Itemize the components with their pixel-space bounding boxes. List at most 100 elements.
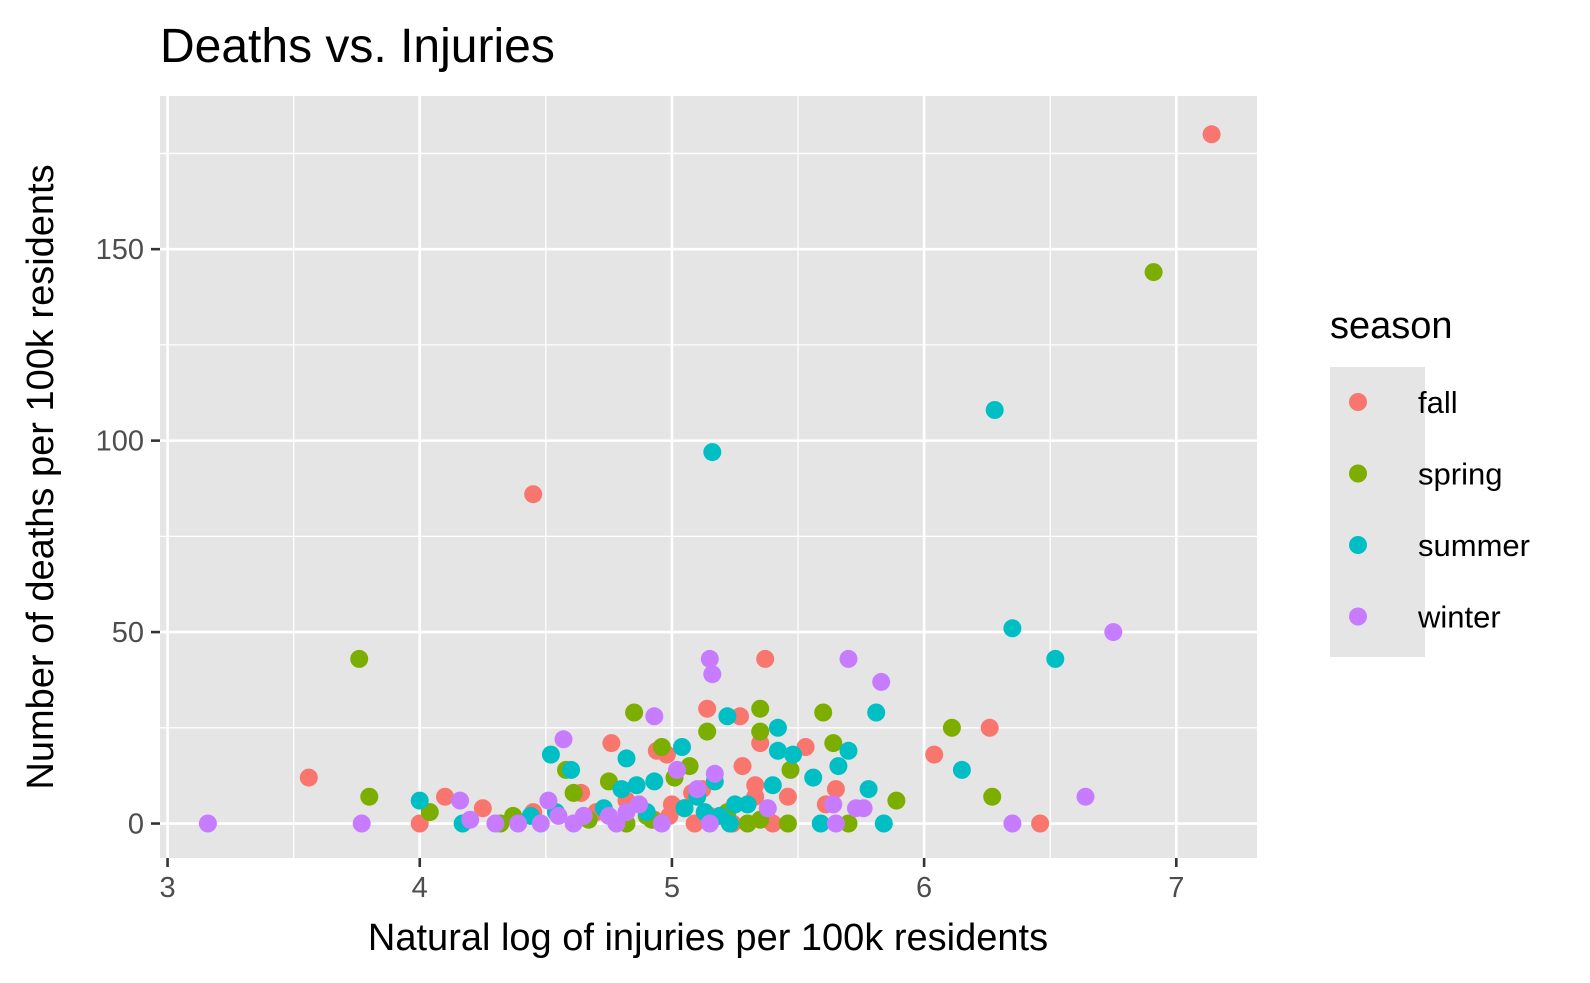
data-point-spring: [983, 787, 1002, 806]
data-point-fall: [1031, 814, 1050, 833]
data-point-spring: [778, 814, 797, 833]
data-point-winter: [539, 791, 558, 810]
data-point-summer: [1046, 649, 1065, 668]
data-point-summer: [1003, 619, 1022, 638]
data-point-fall: [756, 649, 775, 668]
data-point-winter: [1104, 623, 1123, 642]
data-point-winter: [509, 814, 528, 833]
y-tick-label: 0: [128, 809, 144, 841]
data-point-summer: [952, 760, 971, 779]
data-point-fall: [733, 757, 752, 776]
legend: season fall spring summer winter: [1330, 305, 1530, 657]
data-point-summer: [768, 741, 787, 760]
data-point-winter: [645, 707, 664, 726]
data-point-winter: [758, 799, 777, 818]
data-point-summer: [763, 776, 782, 795]
y-tick-label: 100: [96, 426, 144, 458]
data-point-fall: [778, 787, 797, 806]
data-point-spring: [887, 791, 906, 810]
data-point-fall: [602, 734, 621, 753]
data-point-summer: [768, 718, 787, 737]
data-point-spring: [564, 783, 583, 802]
data-point-spring: [1144, 263, 1163, 282]
data-point-summer: [726, 795, 744, 814]
data-point-winter: [703, 665, 722, 684]
legend-key-fall: [1349, 393, 1367, 411]
data-point-winter: [564, 814, 583, 833]
data-point-winter: [352, 814, 371, 833]
data-point-winter: [1076, 787, 1095, 806]
legend-key-background: [1330, 367, 1425, 657]
data-point-winter: [700, 814, 719, 833]
data-point-summer: [541, 745, 560, 764]
data-point-spring: [751, 699, 770, 718]
legend-key-winter: [1349, 607, 1367, 626]
legend-label-winter: winter: [1417, 600, 1501, 635]
data-point-summer: [874, 814, 893, 833]
data-point-summer: [627, 776, 646, 795]
data-point-spring: [738, 814, 757, 833]
data-point-fall: [925, 745, 944, 764]
data-point-winter: [554, 730, 573, 749]
legend-label-summer: summer: [1418, 528, 1530, 563]
data-point-summer: [738, 795, 757, 814]
legend-label-spring: spring: [1418, 457, 1502, 492]
data-point-fall: [436, 787, 454, 806]
data-point-summer: [867, 703, 886, 722]
data-point-summer: [718, 707, 737, 726]
plot-panel: [160, 96, 1257, 858]
x-axis-title: Natural log of injuries per 100k residen…: [368, 917, 1048, 959]
data-point-summer: [562, 760, 581, 779]
legend-title: season: [1330, 305, 1453, 347]
data-point-spring: [652, 738, 671, 756]
data-point-fall: [299, 768, 318, 787]
data-point-fall: [698, 699, 717, 718]
y-tick-label: 150: [96, 234, 144, 266]
legend-label-fall: fall: [1418, 385, 1458, 420]
x-tick-label: 3: [159, 872, 175, 904]
data-point-spring: [839, 814, 858, 833]
data-point-winter: [668, 760, 686, 779]
x-tick-label: 4: [412, 872, 428, 904]
data-point-summer: [804, 768, 823, 787]
data-point-winter: [824, 795, 843, 814]
data-point-fall: [473, 799, 492, 818]
legend-key-summer: [1349, 536, 1367, 554]
data-point-fall: [731, 707, 749, 726]
data-point-winter: [486, 814, 505, 833]
data-point-fall: [1202, 125, 1221, 144]
data-point-winter: [826, 814, 845, 833]
legend-key-spring: [1349, 464, 1367, 483]
data-point-winter: [839, 649, 858, 668]
data-point-fall: [826, 780, 845, 799]
data-point-winter: [652, 814, 671, 833]
data-point-summer: [703, 443, 722, 462]
data-point-spring: [824, 734, 843, 753]
y-axis-title: Number of deaths per 100k residents: [20, 164, 62, 789]
data-point-spring: [942, 718, 961, 737]
x-tick-label: 6: [916, 872, 932, 904]
data-point-summer: [410, 791, 429, 810]
data-point-winter: [630, 795, 649, 814]
data-point-summer: [612, 780, 631, 799]
x-axis: 3 4 5 6 7: [159, 858, 1184, 904]
data-point-winter: [607, 814, 626, 833]
data-point-summer: [859, 780, 878, 799]
data-point-spring: [625, 703, 644, 722]
data-point-fall: [524, 485, 543, 504]
data-point-fall: [980, 718, 999, 737]
x-tick-label: 5: [664, 872, 680, 904]
data-point-summer: [784, 745, 802, 764]
data-point-summer: [985, 401, 1004, 419]
data-point-winter: [705, 764, 724, 783]
data-point-spring: [698, 722, 717, 741]
data-point-spring: [781, 760, 800, 779]
chart-title: Deaths vs. Injuries: [160, 20, 555, 73]
data-point-summer: [617, 749, 636, 768]
data-point-summer: [839, 741, 858, 760]
x-tick-label: 7: [1168, 872, 1184, 904]
data-point-winter: [700, 649, 719, 668]
data-point-winter: [531, 814, 550, 833]
data-point-summer: [673, 738, 691, 756]
